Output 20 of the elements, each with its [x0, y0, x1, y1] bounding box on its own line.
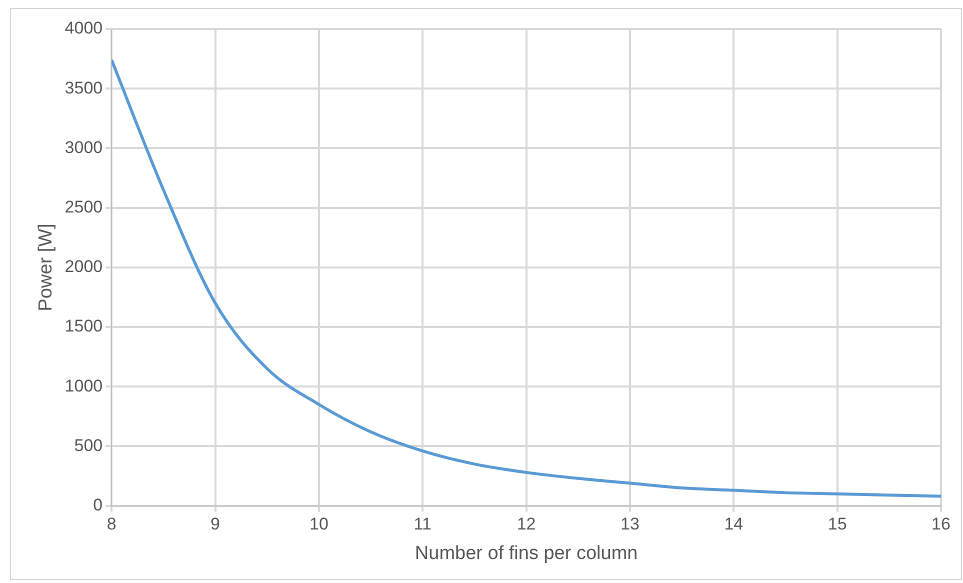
y-tick-label: 3500	[64, 78, 103, 98]
y-tick-label: 0	[93, 495, 103, 514]
y-tick-label: 1000	[64, 376, 103, 396]
x-tick-label: 12	[516, 514, 536, 534]
x-tick-label: 8	[106, 514, 116, 534]
y-tick-label: 3000	[64, 138, 103, 157]
x-tick-label: 10	[310, 514, 328, 534]
x-tick-label: 16	[932, 514, 950, 534]
x-tick-label: 15	[828, 514, 847, 534]
x-tick-label: 11	[414, 514, 432, 534]
y-axis-title: Power [W]	[36, 224, 57, 312]
y-tick-label: 2000	[64, 257, 103, 276]
y-tick-label: 4000	[64, 18, 103, 38]
x-tick-label: 14	[724, 514, 744, 534]
x-tick-label: 13	[620, 514, 640, 534]
y-tick-label: 1500	[64, 316, 103, 336]
y-tick-label: 2500	[64, 197, 103, 216]
x-axis-title: Number of fins per column	[414, 542, 638, 564]
x-tick-label: 9	[210, 514, 220, 534]
y-tick-label: 500	[74, 436, 103, 455]
